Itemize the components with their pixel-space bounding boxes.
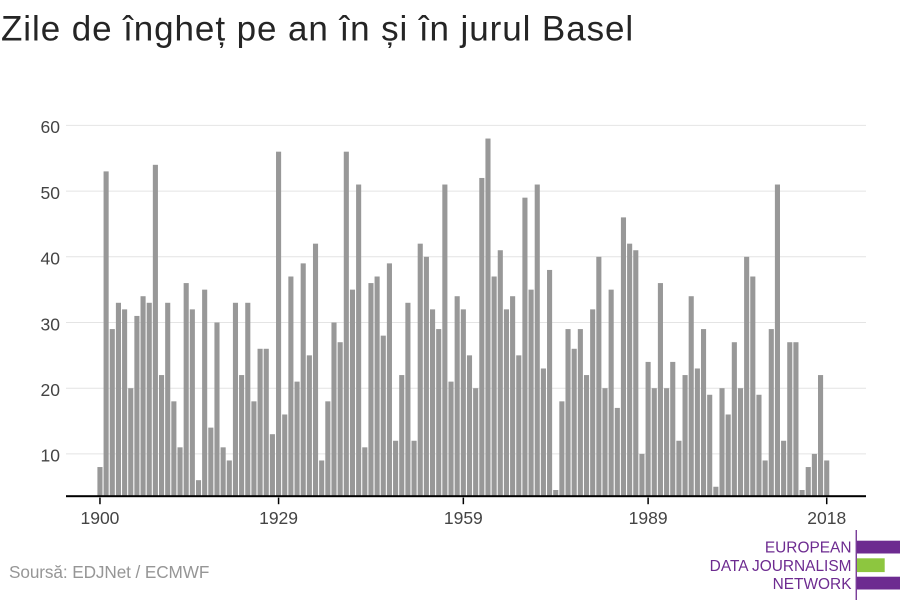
svg-text:1929: 1929 bbox=[259, 508, 298, 528]
svg-text:Soursă: EDJNet / ECMWF: Soursă: EDJNet / ECMWF bbox=[9, 562, 209, 582]
svg-text:20: 20 bbox=[41, 380, 61, 400]
svg-text:2018: 2018 bbox=[807, 508, 846, 528]
svg-text:60: 60 bbox=[41, 117, 61, 137]
svg-text:1989: 1989 bbox=[629, 508, 668, 528]
svg-text:40: 40 bbox=[41, 249, 61, 269]
svg-text:10: 10 bbox=[41, 446, 61, 466]
svg-text:1959: 1959 bbox=[444, 508, 483, 528]
svg-text:EUROPEAN: EUROPEAN bbox=[765, 539, 852, 556]
svg-text:1900: 1900 bbox=[80, 508, 119, 528]
svg-text:DATA JOURNALISM: DATA JOURNALISM bbox=[710, 558, 852, 575]
svg-text:NETWORK: NETWORK bbox=[773, 576, 853, 593]
svg-text:Zile de îngheț pe an în și în: Zile de îngheț pe an în și în jurul Base… bbox=[1, 10, 634, 49]
svg-text:50: 50 bbox=[41, 183, 61, 203]
svg-text:30: 30 bbox=[41, 314, 61, 334]
